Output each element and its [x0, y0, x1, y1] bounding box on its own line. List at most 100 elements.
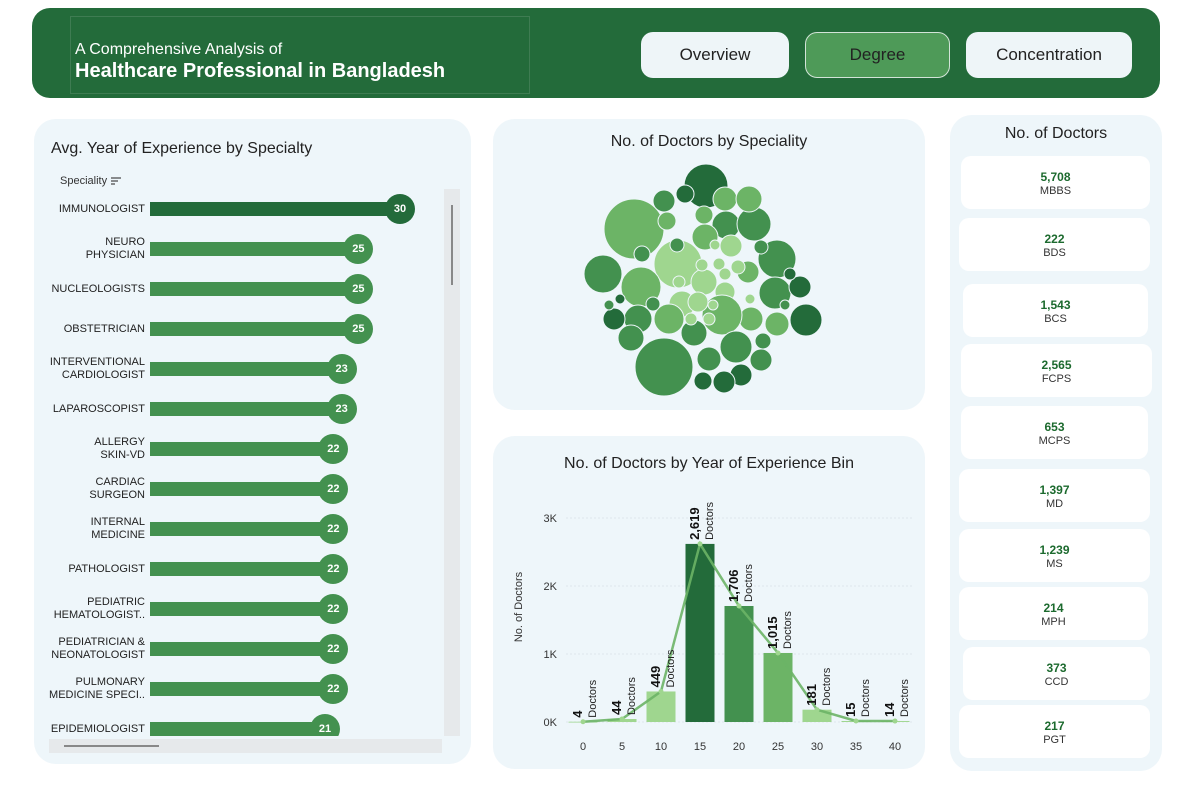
- specialty-label-line: CARDIOLOGIST: [61, 369, 145, 381]
- degree-panel: No. of Doctors 5,708 MBBS 222 BDS 1,543 BCS 2,…: [950, 115, 1162, 771]
- sort-label: Speciality: [60, 175, 108, 187]
- experience-value-label: 25: [343, 234, 374, 264]
- specialty-label: NEURO PHYSICIAN: [49, 229, 145, 269]
- x-tick-label: 40: [889, 741, 901, 753]
- degree-card[interactable]: 5,708 MBBS: [961, 156, 1150, 209]
- specialty-label: INTERVENTIONAL CARDIOLOGIST: [49, 349, 145, 389]
- y-axis-label: No. of Doctors: [513, 571, 525, 642]
- experience-bar: [150, 722, 325, 736]
- bar-value-label: 1,015: [765, 616, 780, 649]
- experience-bar: [150, 562, 334, 576]
- degree-card[interactable]: 217 PGT: [959, 705, 1150, 758]
- specialty-label-line: PATHOLOGIST: [68, 562, 145, 575]
- speciality-bubble: [707, 299, 719, 311]
- degree-card[interactable]: 1,543 BCS: [963, 284, 1148, 337]
- speciality-bubble: [730, 259, 746, 275]
- degree-label: PGT: [1043, 734, 1066, 746]
- experience-bar: [150, 322, 359, 336]
- specialty-label-line: SURGEON: [89, 489, 145, 501]
- degree-card[interactable]: 373 CCD: [963, 647, 1150, 700]
- speciality-bubble: [764, 311, 790, 337]
- degree-count: 222: [1044, 232, 1065, 246]
- vertical-scroll-thumb[interactable]: [451, 205, 453, 285]
- experience-row[interactable]: CARDIAC SURGEON 22: [49, 469, 460, 509]
- bar-value-suffix: Doctors: [587, 679, 599, 717]
- experience-bar: [150, 242, 359, 256]
- sort-icon[interactable]: [110, 176, 122, 186]
- x-tick-label: 10: [655, 741, 667, 753]
- speciality-bubble: [749, 348, 773, 372]
- vertical-scrollbar[interactable]: [444, 189, 460, 736]
- bubble-chart: [583, 163, 823, 397]
- experience-row[interactable]: NEURO PHYSICIAN 25: [49, 229, 460, 269]
- degree-card[interactable]: 1,239 MS: [959, 529, 1150, 582]
- speciality-bubble: [744, 293, 756, 305]
- speciality-bubble: [702, 312, 716, 326]
- speciality-bubble: [719, 234, 743, 258]
- x-tick-label: 15: [694, 741, 706, 753]
- experience-value-label: 25: [343, 314, 374, 344]
- trend-point: [736, 603, 742, 609]
- overview-button[interactable]: Overview: [641, 32, 789, 78]
- experience-row[interactable]: PEDIATRIC HEMATOLOGIST.. 22: [49, 589, 460, 629]
- bar-value-label: 44: [609, 700, 624, 715]
- speciality-bubble: [693, 371, 713, 391]
- experience-row[interactable]: IMMUNOLOGIST 30: [49, 189, 460, 229]
- x-tick-label: 20: [733, 741, 745, 753]
- degree-count: 2,565: [1041, 358, 1072, 372]
- experience-value-label: 22: [318, 554, 349, 584]
- experience-row[interactable]: OBSTETRICIAN 25: [49, 309, 460, 349]
- experience-row[interactable]: ALLERGY SKIN-VD 22: [49, 429, 460, 469]
- speciality-bubble: [694, 205, 714, 225]
- experience-value-label: 22: [318, 434, 349, 464]
- speciality-bubble: [736, 206, 772, 242]
- experience-row[interactable]: INTERVENTIONAL CARDIOLOGIST 23: [49, 349, 460, 389]
- experience-row[interactable]: PATHOLOGIST 22: [49, 549, 460, 589]
- experience-value-label: 22: [318, 514, 349, 544]
- horizontal-scrollbar[interactable]: [49, 739, 442, 753]
- experience-row[interactable]: EPIDEMIOLOGIST 21: [49, 709, 460, 736]
- specialty-label: PULMONARY MEDICINE SPECI..: [49, 669, 145, 709]
- degree-card[interactable]: 214 MPH: [959, 587, 1148, 640]
- degree-card[interactable]: 222 BDS: [959, 218, 1150, 271]
- degree-card[interactable]: 1,397 MD: [959, 469, 1150, 522]
- specialty-label: PEDIATRIC HEMATOLOGIST..: [49, 589, 145, 629]
- experience-bar: [150, 442, 334, 456]
- speciality-bubble: [753, 239, 769, 255]
- sort-header[interactable]: Speciality: [60, 175, 122, 187]
- experience-bar: [150, 602, 334, 616]
- concentration-button[interactable]: Concentration: [966, 32, 1132, 78]
- histogram-bar: [646, 691, 676, 722]
- specialty-label: NUCLEOLOGISTS: [49, 269, 145, 309]
- speciality-bubble: [672, 275, 686, 289]
- x-tick-label: 35: [850, 741, 862, 753]
- experience-row[interactable]: PULMONARY MEDICINE SPECI.. 22: [49, 669, 460, 709]
- degree-button[interactable]: Degree: [805, 32, 950, 78]
- speciality-bubble: [690, 268, 718, 296]
- bar-value-label: 181: [804, 684, 819, 706]
- histogram-panel: No. of Doctors by Year of Experience Bin…: [493, 436, 925, 769]
- degree-count: 214: [1043, 601, 1064, 615]
- specialty-label-line: HEMATOLOGIST..: [53, 609, 145, 621]
- degree-label: MCPS: [1038, 435, 1071, 447]
- experience-row[interactable]: LAPAROSCOPIST 23: [49, 389, 460, 429]
- page-title: Healthcare Professional in Bangladesh: [75, 60, 446, 82]
- experience-value-label: 23: [326, 394, 357, 424]
- experience-row[interactable]: INTERNAL MEDICINE 22: [49, 509, 460, 549]
- speciality-bubble: [712, 257, 726, 271]
- experience-row[interactable]: NUCLEOLOGISTS 25: [49, 269, 460, 309]
- experience-row[interactable]: PEDIATRICIAN & NEONATOLOGIST 22: [49, 629, 460, 669]
- bar-value-suffix: Doctors: [860, 679, 872, 717]
- y-tick-label: 2K: [544, 581, 558, 593]
- bar-value-label: 14: [882, 702, 897, 717]
- horizontal-scroll-thumb[interactable]: [64, 745, 159, 747]
- speciality-bubble: [617, 324, 645, 352]
- experience-panel: Avg. Year of Experience by Specialty Spe…: [34, 119, 471, 764]
- specialty-label-line: LAPAROSCOPIST: [52, 402, 145, 415]
- degree-card[interactable]: 2,565 FCPS: [961, 344, 1152, 397]
- experience-value-label: 22: [318, 594, 349, 624]
- histogram-bar: [724, 605, 754, 722]
- degree-count: 373: [1046, 661, 1067, 675]
- degree-card[interactable]: 653 MCPS: [961, 406, 1148, 459]
